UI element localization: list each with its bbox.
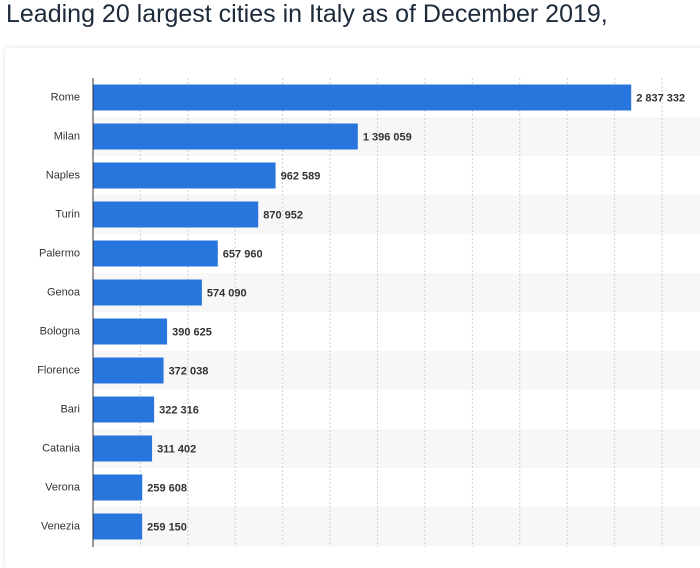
row-stripe <box>93 507 700 546</box>
y-tick-label: Florence <box>37 364 80 376</box>
bar <box>93 513 143 540</box>
bar <box>93 84 632 111</box>
value-label: 311 402 <box>157 443 196 455</box>
y-tick-label: Venezia <box>41 520 81 532</box>
value-label: 962 589 <box>281 170 321 182</box>
value-label: 259 150 <box>147 521 187 533</box>
y-tick-label: Rome <box>51 91 80 103</box>
bar <box>93 240 218 267</box>
y-tick-label: Palermo <box>39 247 80 259</box>
bar <box>93 474 143 501</box>
value-label: 259 608 <box>147 482 187 494</box>
bar <box>93 162 276 189</box>
value-label: 870 952 <box>263 209 303 221</box>
value-label: 1 396 059 <box>363 131 412 143</box>
value-label: 322 316 <box>159 404 199 416</box>
value-label: 657 960 <box>223 248 263 260</box>
value-label: 390 625 <box>172 326 212 338</box>
bar <box>93 123 358 150</box>
bar <box>93 435 153 462</box>
value-label: 574 090 <box>207 287 247 299</box>
y-tick-label: Bari <box>60 403 80 415</box>
bar <box>93 279 202 306</box>
row-stripe <box>93 429 700 468</box>
bar <box>93 396 155 423</box>
chart: Rome 2 837 332 Milan 1 396 059 Naples 962 589… <box>37 78 700 547</box>
bar <box>93 357 164 384</box>
bar <box>93 201 259 228</box>
y-tick-label: Naples <box>46 169 81 181</box>
y-tick-label: Catania <box>42 442 81 454</box>
y-tick-label: Milan <box>54 130 80 142</box>
y-tick-label: Turin <box>55 208 80 220</box>
chart-title: Leading 20 largest cities in Italy as of… <box>6 0 608 28</box>
bar <box>93 318 168 345</box>
y-tick-label: Bologna <box>40 325 81 337</box>
y-tick-label: Genoa <box>47 286 81 298</box>
page: {"chart_data": {"type": "bar", "orientat… <box>6 0 700 547</box>
row-stripe <box>93 351 700 390</box>
y-tick-label: Verona <box>45 481 81 493</box>
value-label: 2 837 332 <box>636 92 685 104</box>
value-label: 372 038 <box>169 365 209 377</box>
